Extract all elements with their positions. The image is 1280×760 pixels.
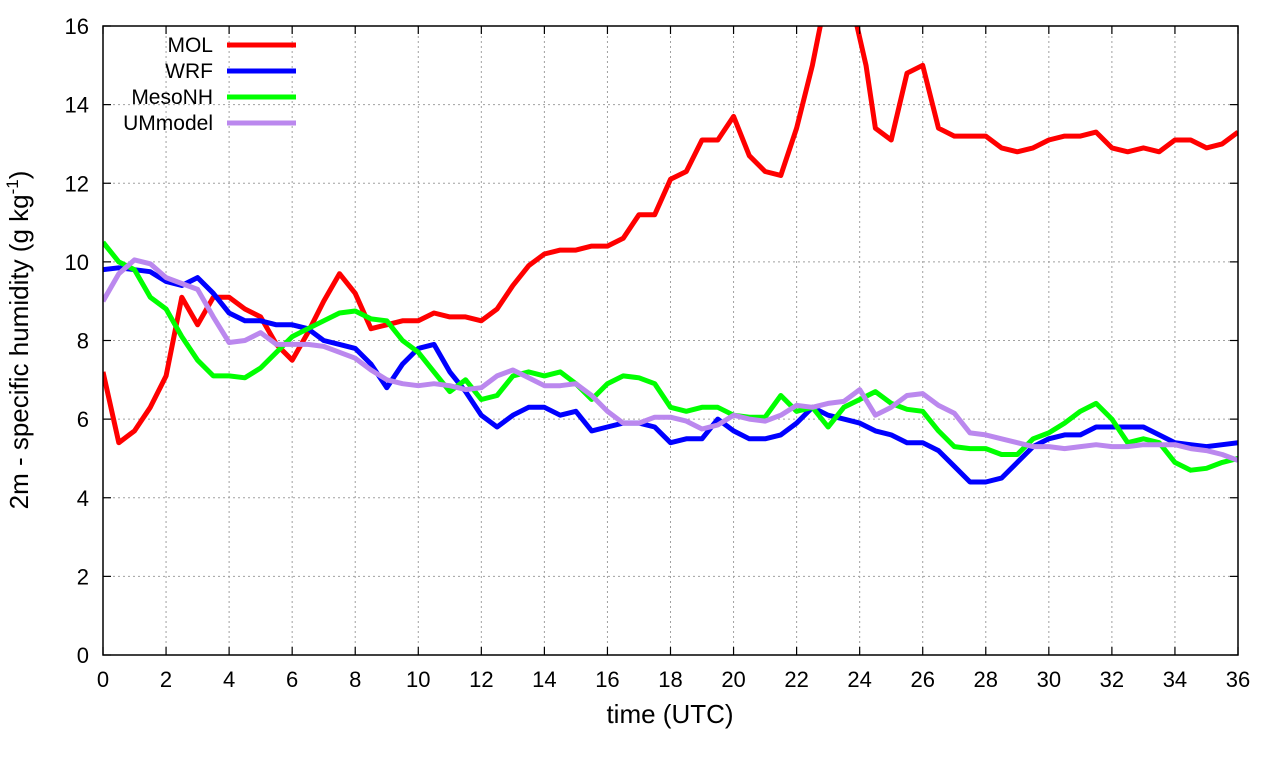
series-line-mesonh	[103, 240, 1238, 473]
y-tick-label: 12	[65, 171, 89, 196]
x-axis-label: time (UTC)	[606, 699, 733, 729]
legend-label-wrf: WRF	[165, 60, 213, 83]
x-tick-label: 8	[349, 667, 361, 692]
y-tick-label: 2	[77, 564, 89, 589]
y-axis-label-main: 2m - specific humidity (g kg	[4, 194, 34, 509]
tick-labels: 0 2 4 6 8 10 12 14 16 18 20 22 24 26 28 30 32 34 360246810…	[65, 14, 1251, 692]
x-tick-label: 6	[286, 667, 298, 692]
y-tick-label: 0	[77, 643, 89, 668]
x-tick-label: 14	[532, 667, 556, 692]
x-tick-label: 34	[1163, 667, 1187, 692]
y-tick-label: 14	[65, 93, 89, 118]
x-tick-label: 2	[160, 667, 172, 692]
legend-label-ummodel: UMmodel	[123, 112, 213, 135]
x-tick-label: 28	[974, 667, 998, 692]
legend-label-mesonh: MesoNH	[131, 86, 213, 109]
y-tick-label: 16	[65, 14, 89, 39]
grid-lines	[103, 26, 1238, 655]
y-axis-label: 2m - specific humidity (g kg-1)	[3, 171, 34, 510]
x-tick-label: 24	[847, 667, 871, 692]
series-line-mol	[103, 26, 1238, 446]
x-tick-label: 30	[1037, 667, 1061, 692]
x-tick-label: 10	[406, 667, 430, 692]
y-tick-label: 10	[65, 250, 89, 275]
x-tick-label: 36	[1226, 667, 1250, 692]
legend: MOL WRF MesoNH UMmodel	[123, 34, 296, 135]
legend-label-mol: MOL	[167, 34, 213, 57]
x-tick-label: 4	[223, 667, 235, 692]
y-tick-label: 6	[77, 407, 89, 432]
y-tick-label: 4	[77, 486, 89, 511]
y-axis-label-close: )	[4, 171, 34, 180]
x-tick-label: 26	[910, 667, 934, 692]
y-tick-label: 8	[77, 329, 89, 354]
x-tick-label: 16	[595, 667, 619, 692]
x-tick-label: 18	[658, 667, 682, 692]
series-line-wrf	[103, 265, 1238, 485]
x-tick-label: 22	[784, 667, 808, 692]
series-lines	[103, 26, 1238, 485]
y-axis-label-superscript: -1	[3, 179, 22, 194]
x-tick-label: 20	[721, 667, 745, 692]
series-line-ummodel	[103, 257, 1238, 463]
x-tick-label: 32	[1100, 667, 1124, 692]
x-tick-label: 12	[469, 667, 493, 692]
x-tick-label: 0	[97, 667, 109, 692]
